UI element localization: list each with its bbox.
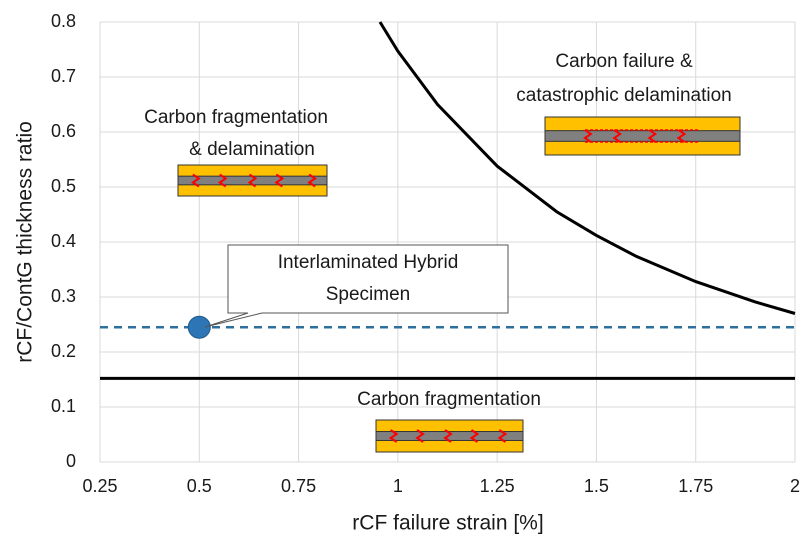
y-tick-label: 0.7	[51, 66, 76, 86]
x-tick-label: 1.5	[584, 476, 609, 496]
y-tick-label: 0.5	[51, 176, 76, 196]
y-tick-label: 0.4	[51, 231, 76, 251]
y-tick-label: 0.8	[51, 11, 76, 31]
x-tick-label: 2	[790, 476, 800, 496]
y-tick-label: 0.1	[51, 396, 76, 416]
data-point	[188, 316, 210, 338]
x-tick-label: 0.25	[82, 476, 117, 496]
annotation: & delamination	[189, 139, 315, 160]
plot	[100, 22, 795, 378]
y-tick-label: 0.6	[51, 121, 76, 141]
x-axis-title: rCF failure strain [%]	[352, 512, 543, 535]
y-tick-label: 0.3	[51, 286, 76, 306]
specimen-core	[545, 131, 740, 142]
x-tick-label: 1.25	[480, 476, 515, 496]
y-tick-label: 0	[66, 451, 76, 471]
annotation: Specimen	[326, 284, 411, 305]
annotation: Carbon fragmentation	[144, 107, 328, 128]
annotation: catastrophic delamination	[516, 85, 731, 106]
y-tick-label: 0.2	[51, 341, 76, 361]
y-axis-title: rCF/ContG thickness ratio	[14, 121, 37, 363]
chart: Carbon failure & catastrophic delaminati…	[0, 0, 806, 539]
annotation: Carbon fragmentation	[357, 389, 541, 410]
annotation: Carbon failure &	[555, 51, 693, 72]
x-tick-label: 1.75	[678, 476, 713, 496]
x-tick-label: 0.5	[187, 476, 212, 496]
x-tick-label: 0.75	[281, 476, 316, 496]
annotation: Interlaminated Hybrid	[278, 252, 459, 273]
x-tick-label: 1	[393, 476, 403, 496]
